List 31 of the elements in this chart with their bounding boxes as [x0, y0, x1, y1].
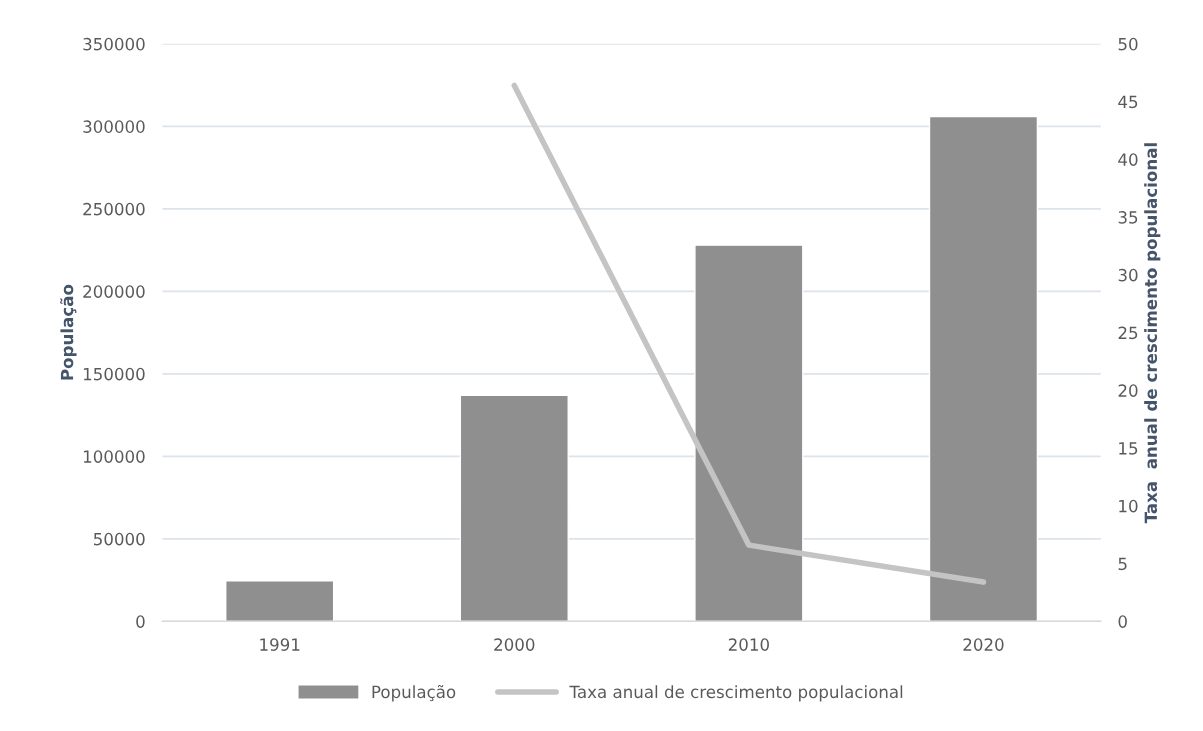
y2-tick-label: 0	[1118, 615, 1127, 628]
y-tick-label: 50000	[94, 532, 145, 546]
y2-tick-label: 5	[1118, 557, 1127, 571]
y2-tick-label: 50	[1118, 37, 1138, 51]
x-tick-label: 2010	[728, 638, 769, 651]
y-axis-title: População	[60, 284, 77, 380]
y-tick-label: 150000	[83, 367, 145, 381]
y-tick-label: 200000	[83, 285, 145, 298]
x-tick-label: 1991	[260, 638, 300, 651]
bar	[694, 244, 804, 622]
y2-tick-label: 45	[1118, 95, 1138, 109]
y2-tick-label: 25	[1118, 326, 1138, 340]
y2-tick-label: 35	[1118, 211, 1138, 224]
y-tick-label: 0	[136, 615, 145, 628]
y2-axis-title: Taxa anual de crescimento populacional	[1144, 143, 1161, 524]
y2-tick-label: 40	[1118, 153, 1138, 166]
y2-tick-label: 20	[1118, 384, 1138, 397]
bar	[928, 115, 1039, 622]
bar	[225, 580, 335, 622]
x-tick-label: 2000	[494, 638, 535, 651]
y2-tick-label: 15	[1119, 442, 1138, 455]
y-tick-label: 100000	[83, 450, 145, 463]
y2-tick-label: 30	[1118, 268, 1138, 282]
y2-tick-label: 10	[1119, 499, 1138, 513]
y-tick-label: 250000	[83, 202, 145, 216]
y-tick-label: 300000	[83, 120, 145, 133]
legend-label: População	[372, 684, 456, 702]
y-tick-label: 350000	[83, 37, 145, 51]
legend-label: Taxa anual de crescimento populacional	[569, 685, 903, 702]
x-tick-label: 2020	[963, 638, 1004, 651]
bar	[459, 394, 569, 622]
